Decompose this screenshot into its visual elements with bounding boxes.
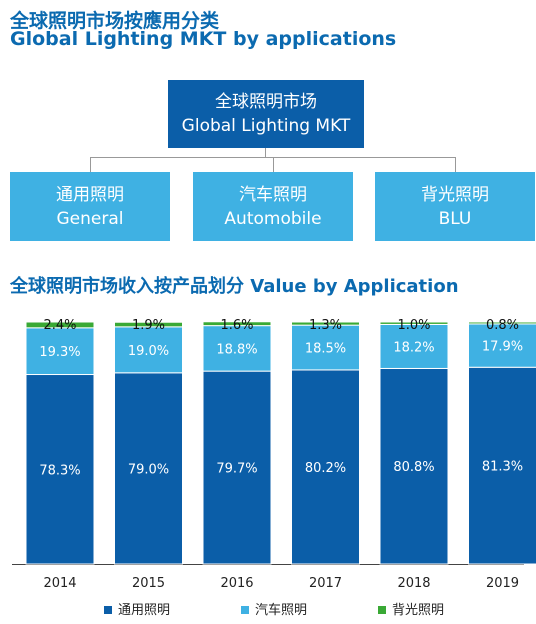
bar-segment-2018-0 — [379, 367, 449, 565]
connector-vertical-auto — [273, 157, 274, 172]
chart-title: 全球照明市场收入按产品划分 Value by Application — [10, 276, 459, 297]
box-blu-lighting: 背光照明 BLU — [375, 172, 535, 241]
legend-swatch-0 — [104, 606, 112, 614]
bar-segment-2019-2 — [468, 321, 536, 325]
data-label-2019-1: 17.9% — [482, 340, 523, 355]
x-tick-label-2014: 2014 — [43, 576, 76, 591]
bar-segment-2017-1 — [291, 324, 360, 371]
bar-segment-2017-2 — [291, 321, 360, 326]
x-tick-label-2017: 2017 — [309, 576, 342, 591]
data-label-2016-1: 18.8% — [216, 342, 257, 357]
data-label-2015-1: 19.0% — [128, 344, 169, 359]
legend-swatch-1 — [241, 606, 249, 614]
root-box-cn: 全球照明市场 — [215, 92, 317, 112]
bar-segment-2016-1 — [202, 325, 272, 372]
x-tick-label-2015: 2015 — [132, 576, 165, 591]
x-tick-label-2016: 2016 — [220, 576, 253, 591]
box-blu-en: BLU — [438, 208, 472, 229]
page-title-cn: 全球照明市场按應用分类 — [10, 10, 220, 32]
data-label-2017-0: 80.2% — [305, 461, 346, 476]
data-label-2018-0: 80.8% — [393, 460, 434, 475]
connector-vertical-blu — [455, 157, 456, 172]
data-label-2018-2: 1.0% — [397, 318, 430, 333]
legend-label-0: 通用照明 — [118, 603, 170, 618]
data-label-2017-2: 1.3% — [309, 318, 342, 333]
bar-segment-2016-2 — [202, 321, 272, 327]
bar-segment-2019-1 — [468, 323, 536, 368]
stacked-bar-chart: 78.3% 19.3% 2.4% 2014 79.0% 19.0% 1.9% 2015 79.7… — [12, 318, 536, 618]
box-auto-en: Automobile — [224, 208, 322, 229]
legend-swatch-2 — [378, 606, 386, 614]
legend-label-1: 汽车照明 — [255, 602, 307, 618]
data-label-2018-1: 18.2% — [393, 340, 434, 355]
bar-segment-2018-2 — [379, 321, 449, 325]
page-title-en: Global Lighting MKT by applications — [10, 28, 397, 50]
box-auto-cn: 汽车照明 — [239, 184, 307, 205]
x-tick-label-2019: 2019 — [486, 576, 519, 591]
legend-label-2: 背光照明 — [392, 603, 444, 618]
bar-segment-2015-0 — [114, 372, 183, 565]
box-automobile-lighting: 汽车照明 Automobile — [193, 172, 353, 241]
data-label-2014-2: 2.4% — [43, 318, 76, 333]
data-label-2014-1: 19.3% — [39, 345, 80, 360]
data-label-2015-2: 1.9% — [132, 318, 165, 333]
bar-segment-2019-0 — [468, 366, 536, 565]
x-tick-label-2018: 2018 — [397, 576, 430, 591]
root-box-global-lighting: 全球照明市场 Global Lighting MKT — [168, 80, 364, 148]
data-label-2016-0: 79.7% — [216, 462, 257, 477]
bar-segment-2014-2 — [25, 321, 95, 329]
data-label-2016-2: 1.6% — [220, 318, 253, 333]
root-box-en: Global Lighting MKT — [181, 116, 351, 136]
bar-segment-2018-1 — [379, 323, 449, 369]
bar-segment-2015-2 — [114, 321, 183, 328]
bar-segment-2016-0 — [202, 370, 272, 565]
data-label-2017-1: 18.5% — [305, 342, 346, 357]
box-general-cn: 通用照明 — [56, 184, 124, 205]
data-label-2019-2: 0.8% — [486, 318, 519, 333]
bar-segment-2014-0 — [25, 374, 95, 565]
box-general-lighting: 通用照明 General — [10, 172, 170, 241]
connector-vertical-general — [90, 157, 91, 172]
box-general-en: General — [56, 208, 124, 229]
data-label-2019-0: 81.3% — [482, 460, 523, 475]
data-label-2015-0: 79.0% — [128, 462, 169, 477]
data-label-2014-0: 78.3% — [39, 463, 80, 478]
box-blu-cn: 背光照明 — [421, 184, 489, 205]
connector-vertical-root — [265, 148, 266, 157]
